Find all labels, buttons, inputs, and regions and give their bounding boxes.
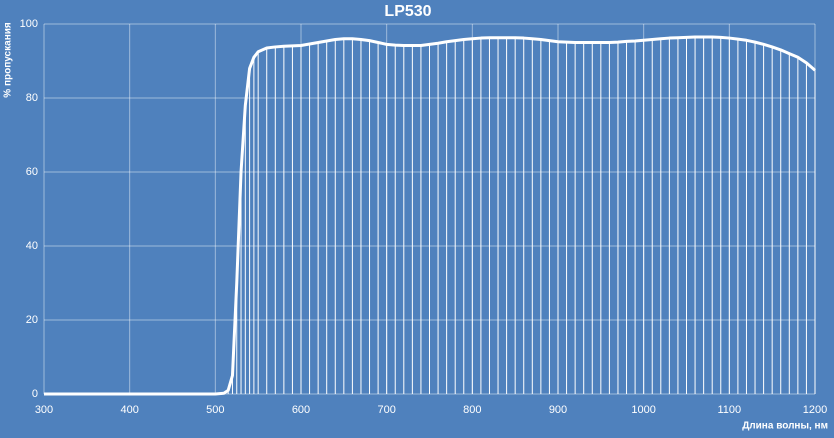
x-tick-label: 900 [549, 404, 567, 416]
y-tick-label: 40 [26, 240, 38, 252]
y-tick-label: 100 [20, 18, 38, 30]
x-tick-label: 1100 [718, 404, 742, 416]
x-tick-label: 300 [35, 404, 53, 416]
y-tick-label: 60 [26, 166, 38, 178]
chart-title: LP530 [384, 3, 431, 20]
x-tick-label: 1000 [631, 404, 655, 416]
x-tick-label: 800 [463, 404, 481, 416]
y-tick-label: 80 [26, 92, 38, 104]
y-tick-label: 0 [32, 388, 38, 400]
x-tick-label: 700 [377, 404, 395, 416]
x-tick-label: 500 [206, 404, 224, 416]
x-tick-label: 1200 [803, 404, 827, 416]
x-axis-label: Длина волны, нм [742, 421, 828, 432]
x-tick-label: 600 [292, 404, 310, 416]
series-line [44, 35, 816, 396]
y-tick-label: 20 [26, 314, 38, 326]
y-axis-label: % пропускания [3, 22, 14, 98]
x-tick-label: 400 [120, 404, 138, 416]
